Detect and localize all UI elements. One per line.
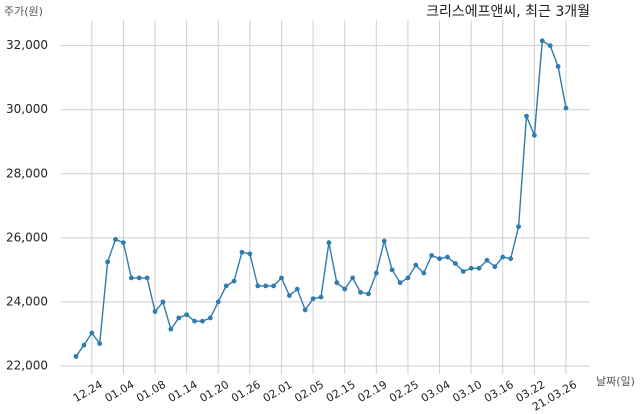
point (223, 283, 229, 289)
point (271, 283, 276, 289)
point (397, 280, 403, 286)
point (89, 330, 95, 336)
point (207, 315, 213, 321)
point (144, 275, 150, 281)
x-tick-label: 01.20 (197, 378, 231, 405)
point (484, 257, 490, 263)
point (160, 299, 166, 305)
x-tick-label: 12.24 (71, 378, 105, 405)
point (547, 43, 553, 49)
point (168, 326, 174, 332)
point (263, 283, 269, 289)
y-tick-label: 30,000 (6, 102, 48, 116)
point (476, 265, 482, 271)
line (75, 39, 567, 357)
point (555, 64, 561, 69)
x-tick-label: 02.19 (356, 378, 390, 405)
x-tick-label: 03.04 (419, 378, 453, 405)
point (468, 265, 474, 271)
point (121, 240, 126, 246)
point (97, 341, 103, 346)
point (445, 254, 450, 260)
point (310, 296, 316, 302)
point (192, 318, 197, 324)
point (255, 283, 261, 289)
point (200, 318, 205, 324)
y-tick-label: 28,000 (6, 166, 48, 180)
point (539, 38, 545, 44)
y-tick-label: 22,000 (6, 358, 48, 372)
point (326, 240, 332, 246)
point (563, 105, 569, 111)
point (239, 249, 245, 255)
x-tick-label: 01.04 (103, 378, 137, 405)
x-tick-label: 02.05 (292, 378, 326, 405)
x-tick-label: 02.01 (261, 378, 295, 405)
point (358, 289, 363, 295)
x-tick-label: 03.16 (482, 378, 516, 405)
point (318, 294, 324, 300)
point (105, 259, 111, 265)
x-axis-label: 날짜(일) (596, 374, 635, 388)
point (279, 275, 284, 281)
point (373, 270, 379, 276)
x-tick-label: 03.10 (450, 378, 484, 405)
point (429, 253, 435, 258)
x-tick-label: 01.14 (166, 378, 200, 405)
point (452, 261, 458, 266)
point (231, 278, 237, 284)
point (113, 237, 118, 242)
y-tick-label: 26,000 (6, 230, 48, 244)
point (350, 275, 356, 281)
point (136, 275, 142, 281)
point (516, 224, 521, 230)
x-tick-label: 02.25 (387, 378, 421, 405)
point (389, 267, 395, 273)
point (413, 262, 419, 268)
point (302, 307, 308, 313)
point (184, 312, 190, 318)
point (176, 315, 182, 321)
point (500, 254, 506, 260)
point (524, 113, 529, 119)
point (381, 238, 387, 244)
chart-title: 크리스에프앤씨, 최근 3개월 (426, 4, 590, 20)
point (405, 275, 411, 281)
point (152, 309, 158, 314)
point (73, 353, 79, 359)
y-axis-label: 주가(원) (4, 5, 43, 18)
point (366, 291, 371, 297)
x-tick-label: 02.15 (324, 378, 358, 405)
point (342, 286, 348, 292)
point (531, 132, 537, 138)
point (334, 280, 340, 286)
point (437, 256, 442, 262)
x-tick-label: 01.26 (229, 378, 263, 405)
point (286, 293, 292, 298)
point (421, 270, 427, 276)
point (128, 275, 134, 281)
point (215, 299, 221, 305)
point (247, 251, 253, 257)
x-tick-label: 01.08 (134, 378, 168, 405)
point (81, 342, 87, 348)
point (492, 264, 498, 270)
point (294, 286, 300, 292)
point (508, 256, 514, 262)
y-tick-label: 32,000 (6, 38, 48, 52)
point (460, 269, 466, 274)
y-tick-label: 24,000 (6, 294, 48, 308)
